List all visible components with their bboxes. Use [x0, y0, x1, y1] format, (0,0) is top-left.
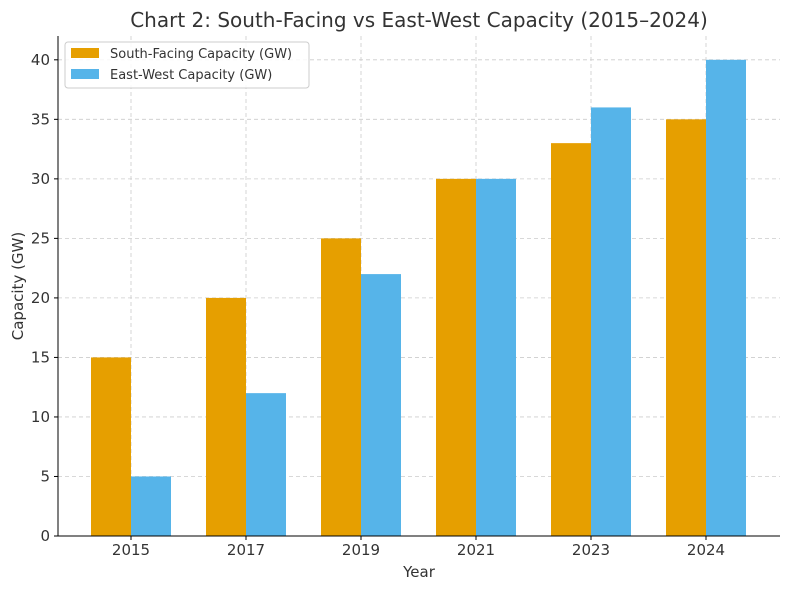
bar-east-west [476, 178, 516, 536]
y-tick-label: 20 [31, 289, 50, 307]
legend-swatch-south [71, 48, 99, 58]
bar-south-facing [666, 119, 706, 536]
x-tick-label: 2019 [342, 541, 380, 559]
y-tick-label: 40 [31, 51, 50, 69]
y-tick-label: 30 [31, 170, 50, 188]
legend-label-eastwest: East-West Capacity (GW) [110, 68, 272, 83]
y-tick-label: 35 [31, 110, 50, 128]
legend-label-south: South-Facing Capacity (GW) [110, 47, 292, 62]
bar-east-west [706, 59, 746, 537]
bar-south-facing [551, 143, 591, 536]
y-tick-label: 5 [40, 467, 50, 485]
bar-south-facing [206, 297, 246, 536]
x-tick-label: 2024 [687, 541, 725, 559]
x-tick-label: 2023 [572, 541, 610, 559]
bars [91, 59, 746, 537]
bar-south-facing [91, 357, 131, 536]
bar-east-west [591, 107, 631, 536]
bar-east-west [361, 274, 401, 536]
x-axis-label: Year [402, 563, 436, 581]
x-ticks: 2015 2017 2019 2021 2023 2024 [112, 536, 725, 559]
y-ticks: 0 5 10 15 20 25 30 35 40 [31, 51, 58, 545]
bar-east-west [131, 476, 171, 536]
legend-box [64, 41, 310, 89]
y-tick-label: 10 [31, 408, 50, 426]
x-tick-label: 2021 [457, 541, 495, 559]
legend-swatch-eastwest [71, 69, 99, 79]
chart-title: Chart 2: South-Facing vs East-West Capac… [130, 8, 708, 32]
legend: South-Facing Capacity (GW) East-West Cap… [64, 41, 310, 89]
x-tick-label: 2015 [112, 541, 150, 559]
y-tick-label: 25 [31, 229, 50, 247]
y-tick-label: 15 [31, 348, 50, 366]
x-tick-label: 2017 [227, 541, 265, 559]
y-axis-label: Capacity (GW) [9, 232, 27, 340]
bar-south-facing [436, 178, 476, 536]
bar-south-facing [321, 238, 361, 536]
bar-east-west [246, 393, 286, 536]
y-tick-label: 0 [40, 527, 50, 545]
